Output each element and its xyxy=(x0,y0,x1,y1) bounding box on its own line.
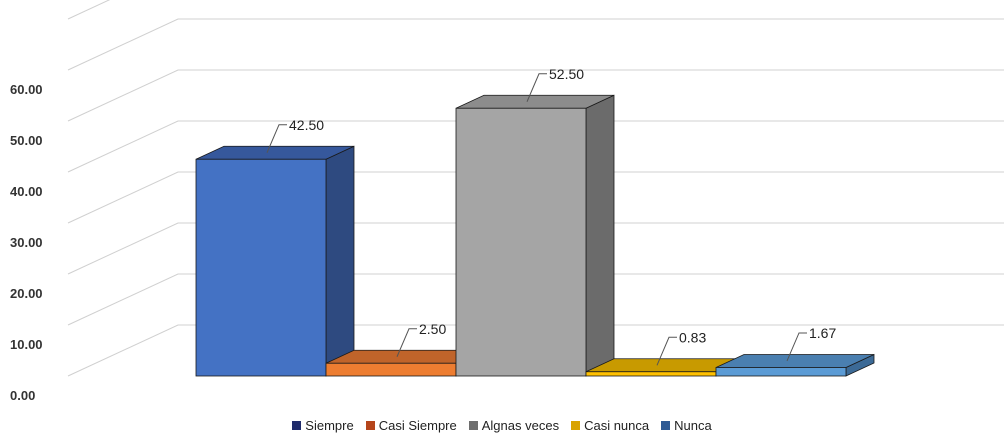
bar-top xyxy=(715,354,875,368)
gridline xyxy=(67,171,1004,224)
data-label: 42.50 xyxy=(289,117,324,133)
legend-label: Casi Siempre xyxy=(378,418,457,433)
bar-top xyxy=(455,94,615,109)
bar-siempre xyxy=(195,145,355,377)
data-label-leader xyxy=(266,124,287,153)
bar-front xyxy=(715,367,847,377)
legend-entry: Nunca xyxy=(661,418,712,433)
data-label: 2.50 xyxy=(419,321,446,337)
legend-swatch xyxy=(468,421,478,431)
bar-front xyxy=(195,158,327,377)
data-label-leader xyxy=(526,73,547,102)
data-labels: 42.50 2.50 52.50 0.83 1.67 xyxy=(266,66,836,366)
bars xyxy=(195,94,875,377)
bar-algnas-veces xyxy=(455,94,615,377)
gridline xyxy=(67,120,1004,173)
legend-label: Casi nunca xyxy=(584,418,650,433)
legend-entry: Casi Siempre xyxy=(365,418,457,433)
y-axis-tick-labels: 0.00 10.00 20.00 30.00 40.00 50.00 60.00 xyxy=(10,82,43,403)
legend-label: Algnas veces xyxy=(481,418,560,433)
data-label-leader xyxy=(656,336,677,366)
bar-nunca xyxy=(715,353,875,377)
gridline xyxy=(67,222,1004,275)
legend-swatch xyxy=(365,421,375,431)
y-tick-label: 20.00 xyxy=(10,286,43,301)
legend-swatch xyxy=(571,421,581,431)
legend-swatch xyxy=(292,421,302,431)
bar-front xyxy=(585,371,717,377)
y-tick-label: 50.00 xyxy=(10,133,43,148)
gridline xyxy=(67,273,1004,326)
gridlines xyxy=(67,0,1004,377)
gridline xyxy=(67,69,1004,122)
y-tick-label: 40.00 xyxy=(10,184,43,199)
y-tick-label: 10.00 xyxy=(10,337,43,352)
bar-side xyxy=(585,94,615,377)
legend-entry: Siempre xyxy=(292,418,354,433)
gridline xyxy=(67,324,1004,377)
y-tick-label: 0.00 xyxy=(10,388,35,403)
y-tick-label: 60.00 xyxy=(10,82,43,97)
legend-label: Nunca xyxy=(674,418,712,433)
legend-label: Siempre xyxy=(305,418,354,433)
legend: Siempre Casi Siempre Algnas veces Casi nunc… xyxy=(0,418,1004,433)
bar-casi-siempre xyxy=(325,349,485,377)
bar-front xyxy=(325,362,457,377)
bar-front xyxy=(455,107,587,377)
data-label: 52.50 xyxy=(549,66,584,82)
bar-side xyxy=(325,145,355,377)
y-tick-label: 30.00 xyxy=(10,235,43,250)
data-label-leader xyxy=(396,328,417,357)
data-label-leader xyxy=(786,332,807,362)
data-label: 0.83 xyxy=(679,329,706,345)
bar-top xyxy=(195,145,355,160)
legend-swatch xyxy=(661,421,671,431)
data-label: 1.67 xyxy=(809,325,836,341)
legend-entry: Algnas veces xyxy=(468,418,560,433)
gridline xyxy=(67,0,111,20)
legend-entry: Casi nunca xyxy=(571,418,649,433)
gridline xyxy=(67,18,1004,71)
